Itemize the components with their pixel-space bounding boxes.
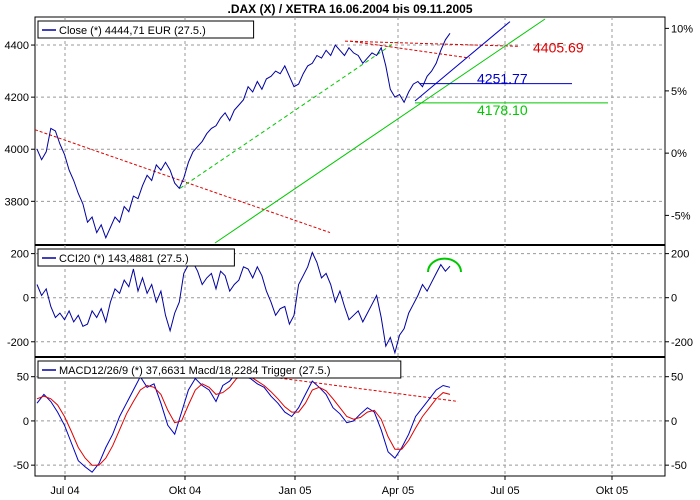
y-right-tick-label: -5% <box>671 210 691 222</box>
y-right-tick-label: 0% <box>671 148 687 160</box>
y-right-tick-label: 5% <box>671 86 687 98</box>
trendline-green-solid <box>214 18 546 244</box>
trendline-green-dashed <box>179 42 396 189</box>
level-label: 4178.10 <box>477 102 528 118</box>
legend-box <box>37 360 402 379</box>
legend-box <box>37 248 235 267</box>
y-right-tick-label: 0 <box>671 293 677 305</box>
x-tick-label: Jan 05 <box>278 485 311 497</box>
series-line-cci <box>36 251 451 355</box>
y-tick-label: 4400 <box>5 40 29 52</box>
level-label: 4251.77 <box>477 71 528 87</box>
legend-label: CCI20 (*) 143,4881 (27.5.) <box>59 253 189 265</box>
y-tick-label: 3800 <box>5 196 29 208</box>
y-tick-label: -50 <box>13 460 29 472</box>
legend-label: Close (*) 4444,71 EUR (27.5.) <box>59 25 206 37</box>
highlight-arc <box>427 257 462 273</box>
y-tick-label: 0 <box>23 293 29 305</box>
x-tick-label: Okt 05 <box>596 485 628 497</box>
y-tick-label: 4200 <box>5 92 29 104</box>
panel-cci: -200 0 200 -200 0 200 CCI20 (*) 143,4881 (27.5… <box>7 244 693 357</box>
y-right-tick-label: 50 <box>671 372 683 384</box>
trendline-blue <box>414 21 511 102</box>
panel-price: 3800 4000 4200 4400 -5% 0% 5% 10% 4405.69 4251.77… <box>5 17 693 245</box>
y-tick-label: 4000 <box>5 144 29 156</box>
chart-frame <box>34 16 666 477</box>
chart-title: .DAX (X) / XETRA 16.06.2004 bis 09.11.20… <box>227 2 472 16</box>
y-tick-label: 200 <box>11 249 29 261</box>
trendline-red-flat2 <box>349 40 471 59</box>
y-right-tick-label: 200 <box>671 249 689 261</box>
y-tick-label: 0 <box>23 416 29 428</box>
y-tick-label: -200 <box>7 337 29 349</box>
trendline-red-flat <box>344 40 521 47</box>
series-line-macd <box>36 371 451 473</box>
legend-label: MACD12/26/9 (*) 37,6631 Macd/18,2284 Tri… <box>59 365 330 377</box>
y-tick-label: 50 <box>17 372 29 384</box>
y-right-tick-label: 10% <box>671 23 693 35</box>
x-tick-label: Okt 04 <box>169 485 201 497</box>
y-right-tick-label: -50 <box>671 460 687 472</box>
level-label: 4405.69 <box>533 40 584 56</box>
panel-macd: -50 0 50 -50 0 50 MACD12/26/9 (*) 37,6631 Macd… <box>13 356 687 476</box>
x-tick-label: Jul 04 <box>50 485 79 497</box>
plots-group: 3800 4000 4200 4400 -5% 0% 5% 10% 4405.69 4251.77… <box>5 16 693 497</box>
series-line-price <box>36 33 451 240</box>
x-tick-label: Apr 05 <box>382 485 414 497</box>
y-right-tick-label: -200 <box>671 337 693 349</box>
x-tick-label: Jul 05 <box>490 485 519 497</box>
legend-box <box>37 20 255 39</box>
y-right-tick-label: 0 <box>671 416 677 428</box>
